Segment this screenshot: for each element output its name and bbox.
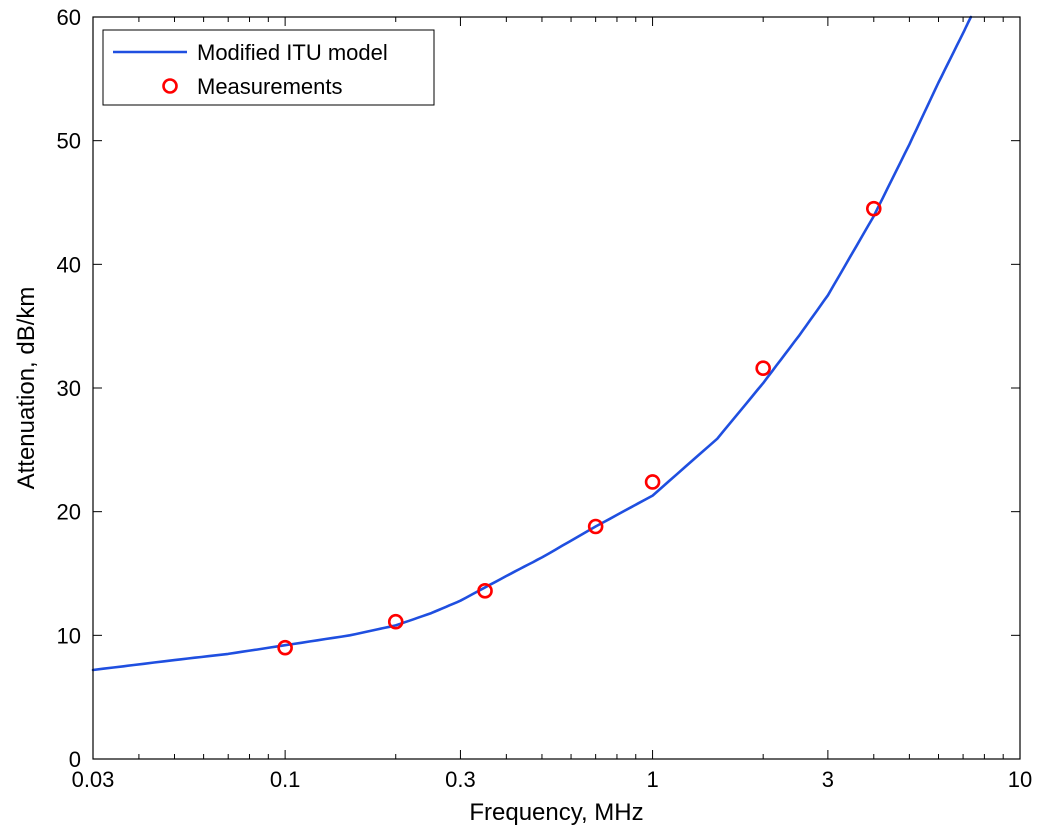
tick-labels: 0 10 20 30 40 50 60 0.03 0.1 0.3 1 3 10 — [57, 5, 1033, 792]
tick-marks — [92, 16, 1021, 760]
y-tick-label: 40 — [57, 252, 81, 277]
x-tick-label: 3 — [822, 767, 834, 792]
measurement-point — [387, 613, 404, 630]
y-tick-label: 20 — [57, 500, 81, 525]
legend: Modified ITU model Measurements — [102, 29, 435, 106]
measurement-point — [477, 583, 493, 599]
y-tick-label: 50 — [57, 129, 81, 154]
series-line-modified-itu-model — [91, 15, 973, 672]
x-tick-label: 1 — [646, 767, 658, 792]
y-tick-label: 30 — [57, 376, 81, 401]
y-tick-label: 0 — [69, 747, 81, 772]
x-axis-title: Frequency, MHz — [469, 799, 643, 826]
x-tick-label: 0.1 — [270, 767, 301, 792]
x-tick-label: 0.3 — [445, 767, 476, 792]
y-axis-title: Attenuation, dB/km — [13, 287, 40, 490]
plot-frame — [92, 16, 1021, 760]
legend-label-measurements: Measurements — [197, 74, 343, 99]
y-tick-label: 10 — [57, 623, 81, 648]
legend-marker-swatch — [162, 78, 178, 94]
y-tick-label: 60 — [57, 5, 81, 30]
measurement-point — [277, 639, 293, 656]
legend-box — [102, 29, 435, 106]
x-tick-label: 10 — [1008, 767, 1032, 792]
measurement-point — [755, 360, 771, 377]
x-tick-label: 0.03 — [72, 767, 115, 792]
measurement-point — [587, 518, 604, 535]
measurement-point — [865, 200, 882, 217]
measurement-point — [644, 474, 661, 490]
plot-series — [91, 15, 973, 672]
legend-label-model: Modified ITU model — [197, 40, 388, 65]
